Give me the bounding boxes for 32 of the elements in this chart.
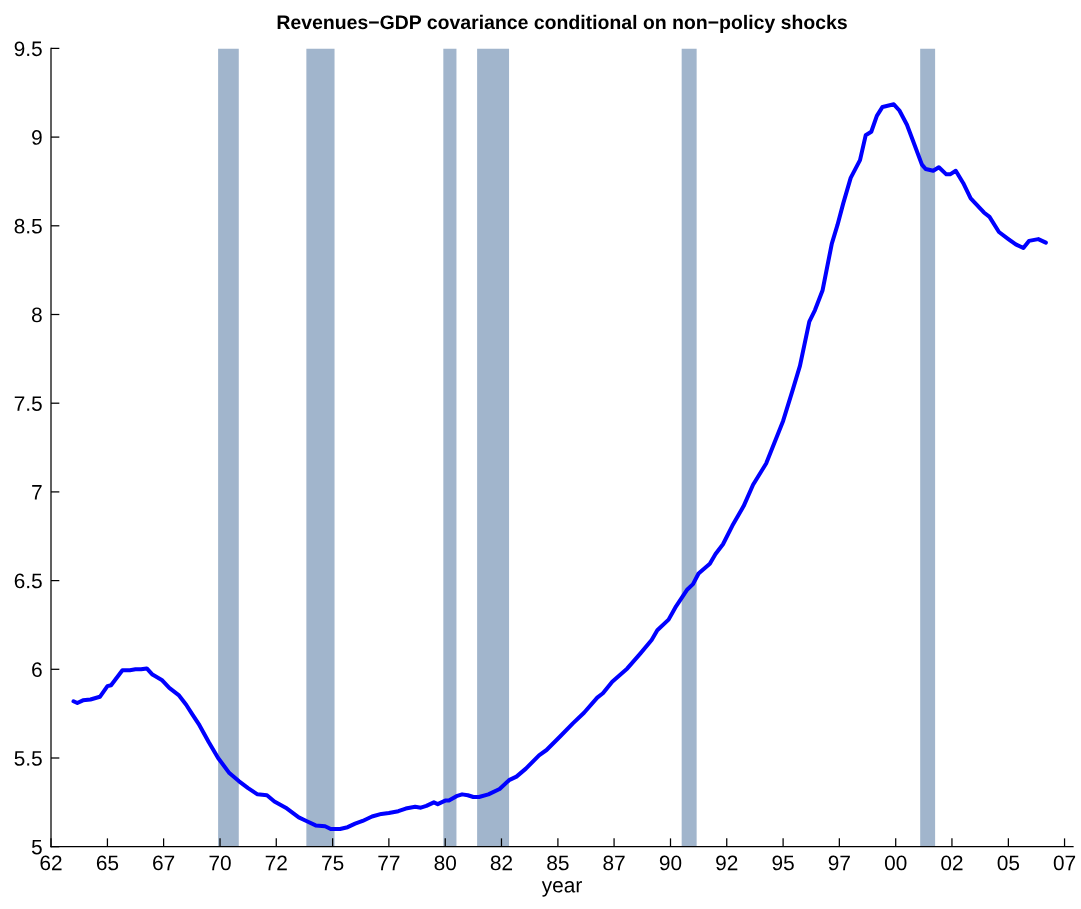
x-tick-label: 70 [209, 855, 231, 871]
y-tick-label: 8 [31, 307, 42, 323]
x-tick-label: 07 [1053, 855, 1076, 871]
x-tick-label: 02 [941, 855, 963, 871]
y-tick-label: 9.5 [14, 41, 42, 57]
chart-title: Revenues−GDP covariance conditional on non−policy shocks [277, 14, 847, 33]
x-tick-label: 75 [322, 855, 344, 871]
x-tick-label: 67 [153, 855, 175, 871]
x-tick-label: 65 [96, 855, 119, 871]
x-tick-label: 72 [265, 855, 287, 871]
x-tick-label: 80 [434, 855, 457, 871]
y-tick-label: 5.5 [14, 751, 42, 766]
x-tick-label: 05 [997, 855, 1020, 871]
line-series [71, 102, 1048, 831]
x-tick-label: 87 [603, 855, 625, 871]
y-tick-label: 5 [31, 839, 42, 855]
x-tick-label: 90 [659, 855, 682, 871]
y-tick-label: 9 [32, 130, 42, 145]
y-tick-label: 8.5 [14, 218, 42, 234]
x-tick-label: 00 [884, 855, 907, 871]
x-tick-label: 82 [490, 855, 513, 871]
x-tick-label: 77 [378, 855, 400, 871]
y-tick-label: 7 [32, 485, 42, 500]
x-tick-label: 95 [772, 855, 794, 871]
x-axis-title: year [541, 881, 582, 897]
x-tick-label: 97 [828, 855, 850, 871]
y-tick-label: 7.5 [14, 396, 42, 411]
x-tick-label: 85 [547, 855, 569, 871]
x-tick-label: 92 [716, 855, 738, 871]
x-tick-label: 62 [40, 855, 62, 871]
y-tick-label: 6.5 [14, 573, 42, 589]
y-tick-label: 6 [32, 662, 42, 678]
